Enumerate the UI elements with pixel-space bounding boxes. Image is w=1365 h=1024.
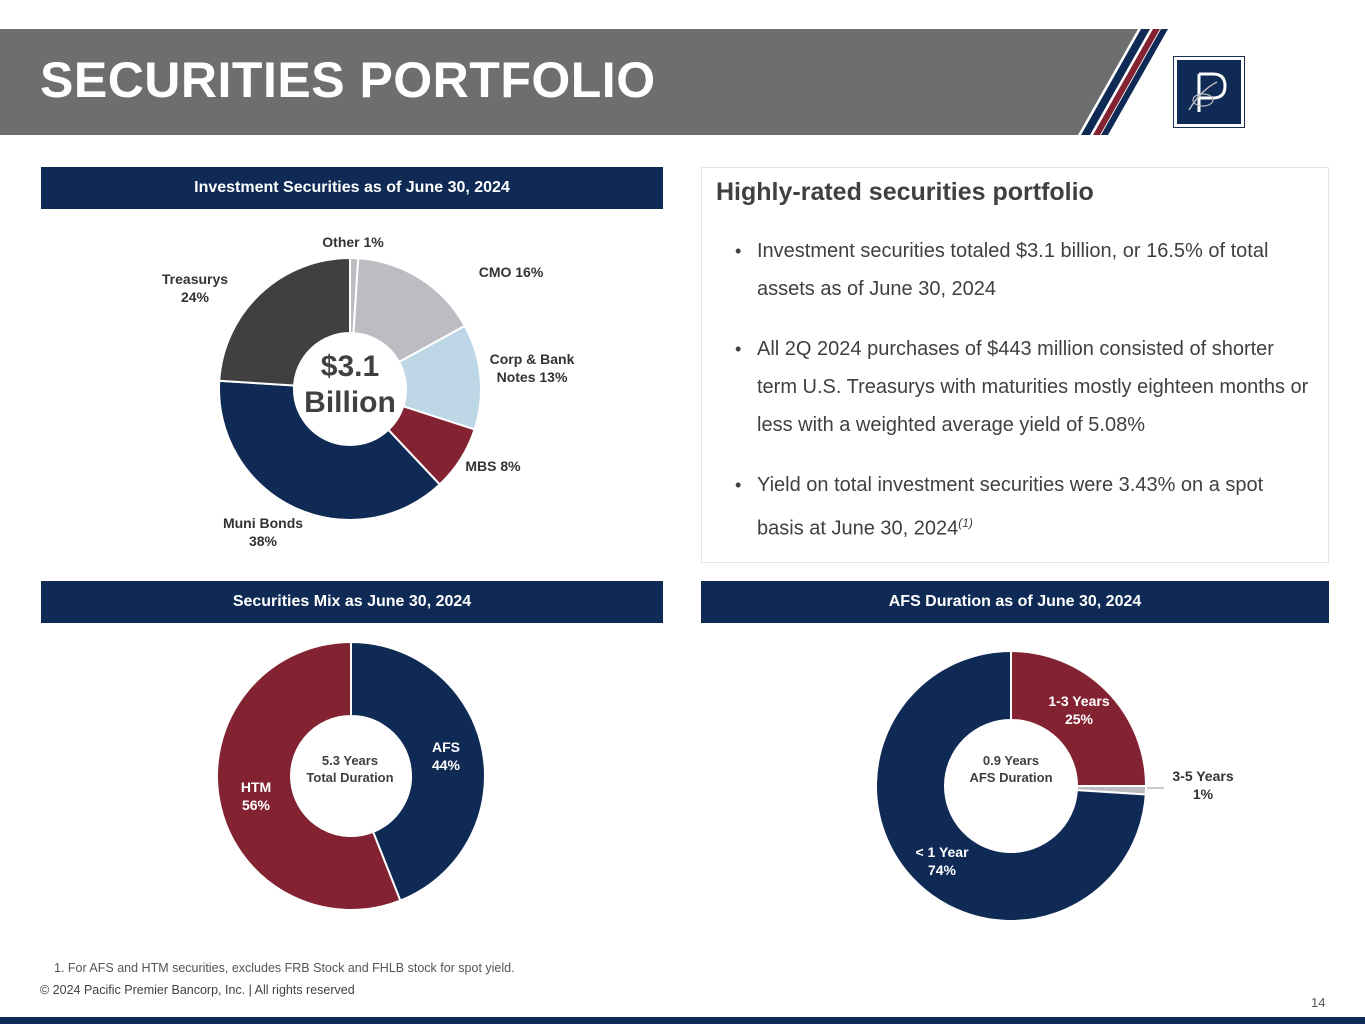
label-other: Other 1% (322, 234, 384, 250)
highlights-list: Investment securities totaled $3.1 billi… (716, 232, 1314, 570)
page-title: SECURITIES PORTFOLIO (40, 52, 656, 108)
slice-htm-56 (216, 640, 402, 911)
center-duration-label: Total Duration (306, 770, 393, 785)
footnote: 1. For AFS and HTM securities, excludes … (54, 961, 515, 975)
slice-1-year-74 (875, 649, 1147, 922)
center-afs-duration-label: AFS Duration (969, 770, 1052, 785)
highlight-bullet-3: Yield on total investment securities wer… (716, 466, 1314, 548)
highlights-box: Highly-rated securities portfolio Invest… (701, 167, 1329, 563)
title-stripe-navy-2 (1101, 29, 1168, 135)
label-1-3-years-line1: 1-3 Years (1048, 693, 1109, 709)
label-lt-1-year-line2: 74% (928, 862, 957, 878)
label-treasurys-line1: Treasurys (162, 271, 228, 287)
label-muni-line2: 38% (249, 533, 278, 549)
label-3-5-years-line2: 1% (1193, 786, 1214, 802)
page-number: 14 (1311, 995, 1326, 1010)
highlight-text-3: Yield on total investment securities wer… (757, 474, 1264, 540)
label-lt-1-year-line1: < 1 Year (915, 844, 969, 860)
slice-afs-44 (350, 640, 486, 902)
afs-duration-header: AFS Duration as of June 30, 2024 (701, 581, 1329, 623)
bottom-bar (0, 1017, 1365, 1024)
label-htm-line2: 56% (242, 797, 271, 813)
footnote-ref: (1) (958, 516, 973, 530)
title-bar-shape (0, 29, 1168, 135)
highlight-text-2: All 2Q 2024 purchases of $443 million co… (757, 338, 1309, 436)
company-logo (1173, 56, 1245, 128)
highlight-text-1: Investment securities totaled $3.1 billi… (757, 240, 1269, 300)
label-afs-line2: 44% (432, 757, 461, 773)
label-htm-line1: HTM (241, 779, 271, 795)
label-3-5-years-line1: 3-5 Years (1172, 768, 1233, 784)
center-unit: Billion (304, 386, 396, 419)
center-amount: $3.1 (321, 350, 379, 383)
center-duration-value: 5.3 Years (322, 753, 378, 768)
title-bar (0, 29, 1365, 135)
title-bar-bg (0, 29, 1138, 135)
pacific-premier-p-logo-icon (1188, 72, 1227, 112)
label-1-3-years-line2: 25% (1065, 711, 1094, 727)
copyright: © 2024 Pacific Premier Bancorp, Inc. | A… (40, 983, 355, 997)
label-corp-bank-line2: Notes 13% (497, 369, 568, 385)
slice-treasurys-24 (218, 256, 351, 387)
highlights-title: Highly-rated securities portfolio (716, 178, 1094, 206)
label-cmo: CMO 16% (479, 264, 544, 280)
label-corp-bank-line1: Corp & Bank (490, 351, 575, 367)
slice-1-3-years-25 (1010, 649, 1148, 787)
label-treasurys-line2: 24% (181, 289, 210, 305)
securities-mix-chart: AFS 44% HTM 56% 5.3 Years Total Duration (216, 640, 486, 911)
label-afs-line1: AFS (432, 739, 460, 755)
label-mbs: MBS 8% (465, 458, 521, 474)
securities-mix-header: Securities Mix as June 30, 2024 (41, 581, 663, 623)
afs-duration-chart: 1-3 Years 25% 3-5 Years 1% < 1 Year 74% … (875, 649, 1234, 922)
investment-securities-header: Investment Securities as of June 30, 202… (41, 167, 663, 209)
title-stripe-maroon (1093, 29, 1160, 135)
slice-muni-bonds-38 (218, 379, 442, 521)
highlight-bullet-2: All 2Q 2024 purchases of $443 million co… (716, 330, 1314, 444)
label-muni-line1: Muni Bonds (223, 515, 303, 531)
investment-securities-chart: Other 1% CMO 16% Corp & Bank Notes 13% M… (162, 234, 575, 549)
center-afs-duration-value: 0.9 Years (983, 753, 1039, 768)
highlight-bullet-1: Investment securities totaled $3.1 billi… (716, 232, 1314, 308)
title-stripe-navy (1081, 29, 1150, 135)
